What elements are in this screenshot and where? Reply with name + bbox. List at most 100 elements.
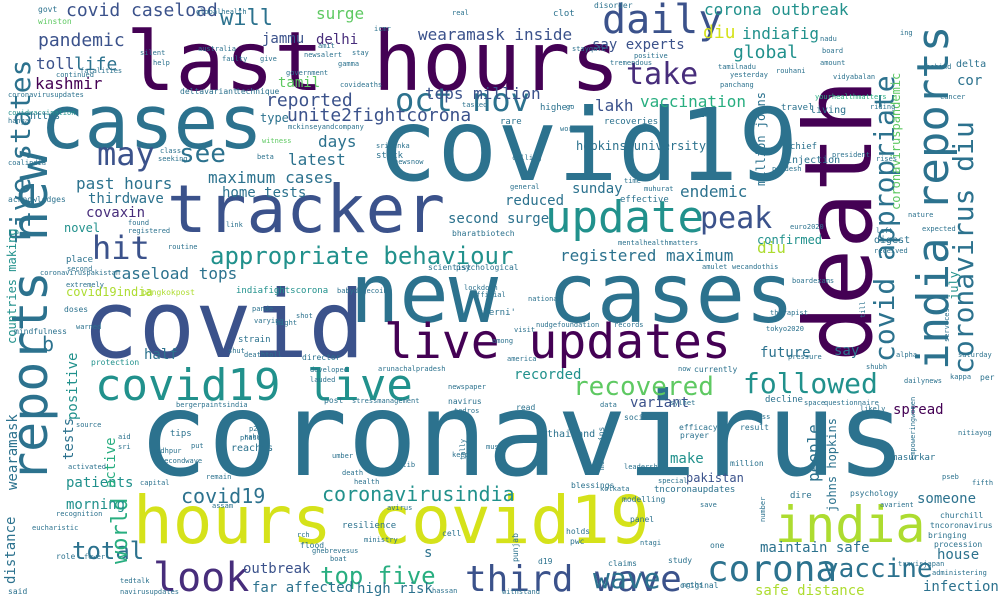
word-remain: remain xyxy=(206,473,232,481)
word-deathtoll: deathtoll xyxy=(244,351,282,359)
word-nitiayog: nitiayog xyxy=(958,429,992,437)
word-therapist: therapist xyxy=(770,309,808,317)
word-behind: behind xyxy=(926,63,952,71)
word-alpha: alpha xyxy=(896,351,918,359)
word-daily: daily xyxy=(602,0,723,43)
word-top-five: top five xyxy=(320,562,436,590)
word-now: now xyxy=(678,365,691,373)
word-jammu: jammu xyxy=(262,31,305,47)
word-yourhealthmatters: yourhealthmatters xyxy=(815,93,887,101)
word-prayer: prayer xyxy=(680,431,709,440)
word-post: post xyxy=(324,396,344,405)
word-official: official xyxy=(472,291,506,299)
word-million-johns: million johns xyxy=(754,92,768,186)
word-ngths: ngths xyxy=(682,581,704,589)
word-toll: toll xyxy=(36,54,75,73)
word-procession: procession xyxy=(934,540,983,549)
word-currently: currently xyxy=(694,365,738,374)
word-second-tiny: second xyxy=(67,265,93,273)
word-calling: calling xyxy=(512,154,542,162)
word-patients: patients xyxy=(66,475,134,491)
word-euro2020: euro2020 xyxy=(790,223,824,231)
word-records: records xyxy=(614,321,644,329)
word-panel: panel xyxy=(630,515,655,524)
word-higher: higher xyxy=(540,103,573,113)
word-srilanka: srilanka xyxy=(376,142,410,150)
word-coronavirus-diu: coronavirus diu xyxy=(947,121,980,374)
word-third-wave: third wave xyxy=(465,559,682,600)
word-punjab: punjab xyxy=(511,533,520,562)
word-wearamask-inside: wearamask inside xyxy=(418,25,573,44)
word-role: role xyxy=(56,552,76,561)
word-read: read xyxy=(516,403,536,412)
word-covid19-small: covid19 xyxy=(181,484,266,508)
word-hassan: hassan xyxy=(432,587,458,595)
word-modelling: modelling xyxy=(622,495,666,504)
word-hopkins-university: hopkins university xyxy=(576,139,707,153)
word-corona-outbreak: corona outbreak xyxy=(704,0,849,19)
word-new-cases: new cases xyxy=(350,247,795,342)
word-reduced: reduced xyxy=(505,193,565,209)
word-indiafig: indiafig xyxy=(742,24,820,43)
word-newsalert: newsalert xyxy=(304,51,342,59)
word-stock: stock xyxy=(376,151,404,161)
word-cases: cases xyxy=(40,80,263,166)
word-unite2fightcorona: unite2fightcorona xyxy=(287,105,472,126)
word-sunday: sunday xyxy=(572,181,623,197)
word-worth: worth xyxy=(560,125,582,133)
word-p2: p2 xyxy=(249,425,258,433)
word-live-updates: live updates xyxy=(384,314,731,370)
word-fewer: fewer xyxy=(84,553,106,561)
word-tokyo2020: tokyo2020 xyxy=(766,325,804,333)
word-someone: someone xyxy=(917,491,977,507)
word-flood: flood xyxy=(300,541,325,550)
word-home-tests: home tests xyxy=(222,185,307,201)
word-amulet: amulet xyxy=(702,263,728,271)
word-real: real xyxy=(452,9,469,17)
word-sylhet: sylhet xyxy=(670,399,696,407)
word-left: left xyxy=(876,227,893,235)
word-maintain-safe: maintain safe xyxy=(760,540,870,556)
word-life: life xyxy=(74,54,118,75)
word-appropriate-behaviour: appropriate behaviour xyxy=(210,242,514,270)
word-s: s xyxy=(424,545,433,561)
word-million: million xyxy=(730,459,764,468)
word-chief: chief xyxy=(790,142,818,152)
word-ghebrevesus: ghebrevesus xyxy=(312,547,359,555)
word-endemic: endemic xyxy=(680,182,748,201)
word-kashmir: kashmir xyxy=(35,74,103,93)
word-high-risk: high risk xyxy=(357,581,433,597)
word-morning: morning xyxy=(66,497,126,513)
word-eucharistic: eucharistic xyxy=(32,524,79,532)
word-recovered: recovered xyxy=(573,372,714,402)
word-tasked: tasked xyxy=(462,101,488,109)
word-type: type xyxy=(260,111,289,125)
word-empoweringwomen: empoweringwomen xyxy=(909,396,917,460)
word-psychological: psychological xyxy=(456,263,519,272)
word-varying: varying xyxy=(254,317,284,325)
word-original: original xyxy=(680,581,719,590)
word-oct-nov: oct nov xyxy=(395,81,530,119)
word-expected: expected xyxy=(922,225,956,233)
word-deltavariant: deltavariant xyxy=(180,87,238,96)
word-aid: aid xyxy=(118,433,131,441)
word-rouhani: rouhani xyxy=(776,67,806,75)
word-vaccine: vaccine xyxy=(823,554,933,584)
word-ing: ing xyxy=(900,29,913,37)
word-might: might xyxy=(276,319,298,327)
word-indiafightscorona: indiafightscorona xyxy=(236,286,329,296)
word-rare: rare xyxy=(500,117,522,127)
word-cancer: cancer xyxy=(940,93,966,101)
word-one: one xyxy=(710,541,725,550)
word-vidyabalan: vidyabalan xyxy=(833,73,876,81)
word-tests: tests xyxy=(61,417,77,460)
word-rises: rises xyxy=(876,155,898,163)
word-kappa: kappa xyxy=(950,373,972,381)
word-protection: protection xyxy=(91,358,140,367)
word-visit: visit xyxy=(514,326,536,334)
word-registered-maximum: registered maximum xyxy=(560,246,734,265)
word-kolkata: kolkata xyxy=(600,485,630,493)
word-newspaper: newspaper xyxy=(448,383,486,391)
word-fifth: fifth xyxy=(972,479,994,487)
word-look: look xyxy=(153,555,250,600)
